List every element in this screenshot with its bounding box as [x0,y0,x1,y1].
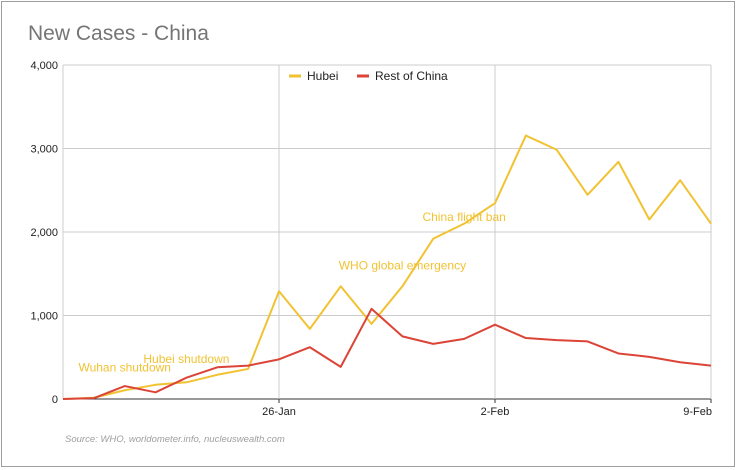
legend: Hubei Rest of China [289,69,448,83]
x-tick-label: 26-Jan [262,406,296,418]
axes: 0 1,000 2,000 3,000 4,000 26-Jan 2-Feb 9-Feb [30,60,712,418]
legend-label: Rest of China [375,69,448,83]
series-line-rest-of-china [62,307,712,400]
series-line-hubei [62,134,712,400]
y-tick-label: 0 [52,394,58,406]
y-tick-label: 1,000 [30,311,58,323]
chart-source: Source: WHO, worldometer.info, nucleuswe… [65,434,285,445]
legend-label: Hubei [307,69,338,83]
annotation-label: WHO global emergency [339,259,466,273]
y-tick-label: 4,000 [30,60,58,72]
annotation-label: China flight ban [422,210,505,224]
y-tick-label: 3,000 [30,144,58,156]
series [62,134,712,400]
annotation-label: Wuhan shutdown [78,360,171,374]
y-tick-label: 2,000 [30,227,58,239]
x-tick-label: 9-Feb [683,406,712,418]
chart-title: New Cases - China [28,22,209,45]
grid [62,64,712,403]
annotation-label: Hubei shutdown [143,352,229,366]
x-tick-label: 2-Feb [481,406,510,418]
